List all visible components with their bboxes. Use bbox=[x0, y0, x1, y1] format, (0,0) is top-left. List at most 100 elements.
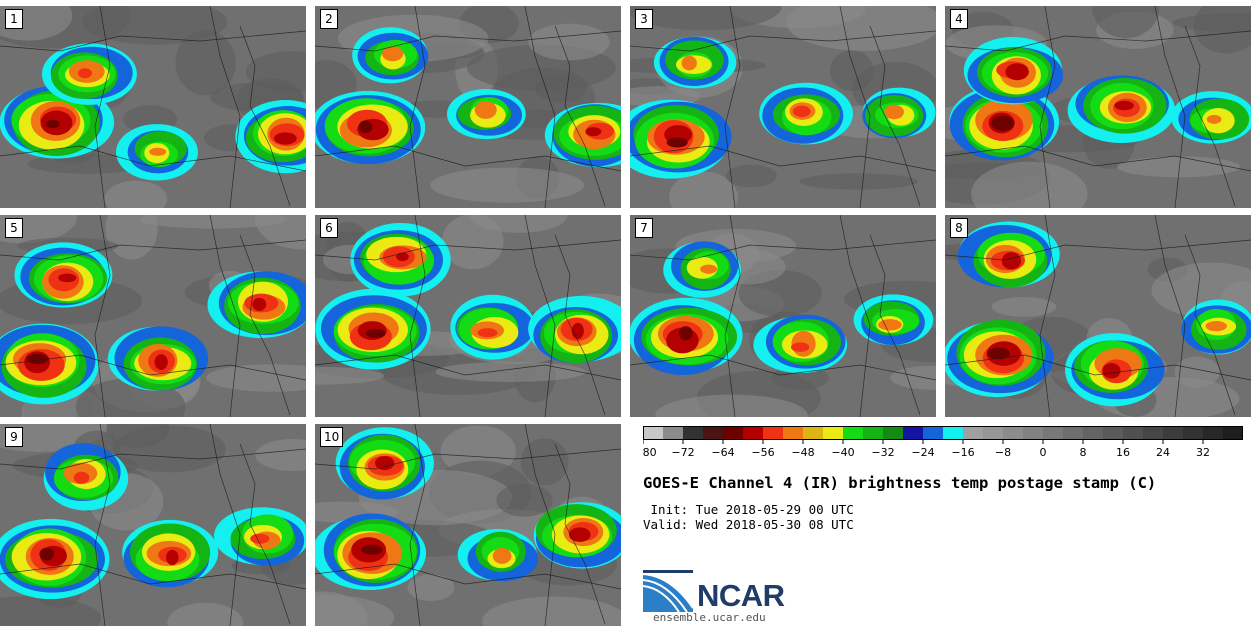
forecast-panel-10: 10 bbox=[315, 424, 621, 626]
cloud-cluster bbox=[492, 547, 512, 564]
cloud-cluster bbox=[26, 353, 49, 365]
cloud-cluster bbox=[375, 456, 395, 470]
forecast-panel-6: 6 bbox=[315, 215, 621, 417]
colorbar-tick-label: −40 bbox=[831, 446, 854, 459]
cloud-cluster bbox=[358, 120, 373, 134]
chart-title: GOES-E Channel 4 (IR) brightness temp po… bbox=[643, 474, 1157, 492]
colorbar-tick-label: −24 bbox=[911, 446, 934, 459]
cloud-cluster bbox=[73, 471, 90, 484]
init-time: Init: Tue 2018-05-29 00 UTC bbox=[643, 502, 854, 517]
panel-number: 7 bbox=[635, 218, 653, 238]
colorbar-tick-label: −8 bbox=[995, 446, 1011, 459]
colorbar-segment bbox=[663, 426, 683, 440]
panel-number: 9 bbox=[5, 427, 23, 447]
colorbar-segment bbox=[643, 426, 663, 440]
colorbar-segment bbox=[1083, 426, 1103, 440]
cloud-cluster bbox=[1001, 252, 1022, 270]
colorbar-segment bbox=[1123, 426, 1143, 440]
colorbar-segment bbox=[1003, 426, 1023, 440]
cloud-cluster bbox=[678, 326, 693, 341]
cloud-cluster bbox=[878, 319, 902, 331]
colorbar-segment bbox=[1063, 426, 1083, 440]
cloud-cluster bbox=[1102, 362, 1121, 379]
colorbar-tick-label: −48 bbox=[791, 446, 814, 459]
forecast-panel-9: 9 bbox=[0, 424, 306, 626]
colorbar-tick-label: 8 bbox=[1080, 446, 1087, 459]
colorbar-segment bbox=[1203, 426, 1223, 440]
cloud-cluster bbox=[1205, 320, 1227, 332]
panel-number: 6 bbox=[320, 218, 338, 238]
cloud-cluster bbox=[1206, 114, 1222, 124]
colorbar-tick-label: −32 bbox=[871, 446, 894, 459]
cloud-cluster bbox=[58, 273, 77, 283]
cloud-cluster bbox=[166, 549, 179, 566]
cloud-cluster bbox=[991, 115, 1015, 131]
colorbar-segment bbox=[803, 426, 823, 440]
colorbar-segment bbox=[683, 426, 703, 440]
cloud-cluster bbox=[1005, 63, 1029, 81]
colorbar-segment bbox=[723, 426, 743, 440]
colorbar-segment bbox=[843, 426, 863, 440]
colorbar-tick-label: −64 bbox=[711, 446, 734, 459]
colorbar-tick-label: −80 bbox=[643, 446, 657, 459]
forecast-panel-4: 4 bbox=[945, 6, 1251, 208]
colorbar-tick-label: −16 bbox=[951, 446, 974, 459]
panel-number: 8 bbox=[950, 218, 968, 238]
colorbar-segment bbox=[963, 426, 983, 440]
colorbar-tick-label: −56 bbox=[751, 446, 774, 459]
colorbar-tick-label: 32 bbox=[1196, 446, 1210, 459]
forecast-panel-1: 1 bbox=[0, 6, 306, 208]
cloud-cluster bbox=[790, 342, 810, 352]
cloud-cluster bbox=[477, 328, 498, 338]
colorbar-segment bbox=[923, 426, 943, 440]
colorbar-segment bbox=[863, 426, 883, 440]
panel-number: 4 bbox=[950, 9, 968, 29]
cloud-cluster bbox=[396, 252, 409, 262]
cloud-cluster bbox=[568, 527, 591, 542]
colorbar-tick-label: 24 bbox=[1156, 446, 1170, 459]
colorbar-segment bbox=[763, 426, 783, 440]
colorbar-segment bbox=[1143, 426, 1163, 440]
valid-time: Valid: Wed 2018-05-30 08 UTC bbox=[643, 517, 854, 532]
colorbar-segment bbox=[1103, 426, 1123, 440]
colorbar-segment bbox=[1023, 426, 1043, 440]
cloud-cluster bbox=[39, 547, 54, 561]
colorbar-segment bbox=[703, 426, 723, 440]
colorbar-segment bbox=[823, 426, 843, 440]
cloud-cluster bbox=[666, 137, 688, 148]
colorbar-tick-label: 16 bbox=[1116, 446, 1130, 459]
ncar-logo-icon bbox=[643, 570, 693, 612]
panel-number: 10 bbox=[320, 427, 344, 447]
colorbar-segment bbox=[1043, 426, 1063, 440]
website-url[interactable]: ensemble.ucar.edu bbox=[653, 611, 766, 624]
cloud-cluster bbox=[365, 328, 386, 338]
cloud-cluster bbox=[700, 264, 718, 274]
cloud-cluster bbox=[474, 100, 497, 119]
cloud-cluster bbox=[274, 132, 297, 145]
forecast-panel-2: 2 bbox=[315, 6, 621, 208]
colorbar-segment bbox=[943, 426, 963, 440]
cloud-cluster bbox=[361, 544, 383, 555]
forecast-panel-7: 7 bbox=[630, 215, 936, 417]
cloud-cluster bbox=[884, 104, 904, 120]
forecast-panel-8: 8 bbox=[945, 215, 1251, 417]
panel-number: 2 bbox=[320, 9, 338, 29]
forecast-panel-5: 5 bbox=[0, 215, 306, 417]
cloud-cluster bbox=[987, 347, 1010, 360]
cloud-cluster bbox=[1114, 100, 1134, 111]
colorbar-tick-label: 0 bbox=[1040, 446, 1047, 459]
cloud-cluster bbox=[792, 105, 811, 118]
colorbar-segment bbox=[783, 426, 803, 440]
cloud-cluster bbox=[149, 147, 167, 156]
cloud-cluster bbox=[571, 322, 584, 340]
colorbar-segment bbox=[883, 426, 903, 440]
cloud-cluster bbox=[252, 297, 267, 311]
colorbar-segment bbox=[1163, 426, 1183, 440]
cloud-cluster bbox=[154, 354, 168, 370]
cloud-cluster bbox=[250, 533, 270, 544]
panel-number: 3 bbox=[635, 9, 653, 29]
colorbar-segment bbox=[743, 426, 763, 440]
colorbar-segment bbox=[1223, 426, 1243, 440]
forecast-panel-3: 3 bbox=[630, 6, 936, 208]
